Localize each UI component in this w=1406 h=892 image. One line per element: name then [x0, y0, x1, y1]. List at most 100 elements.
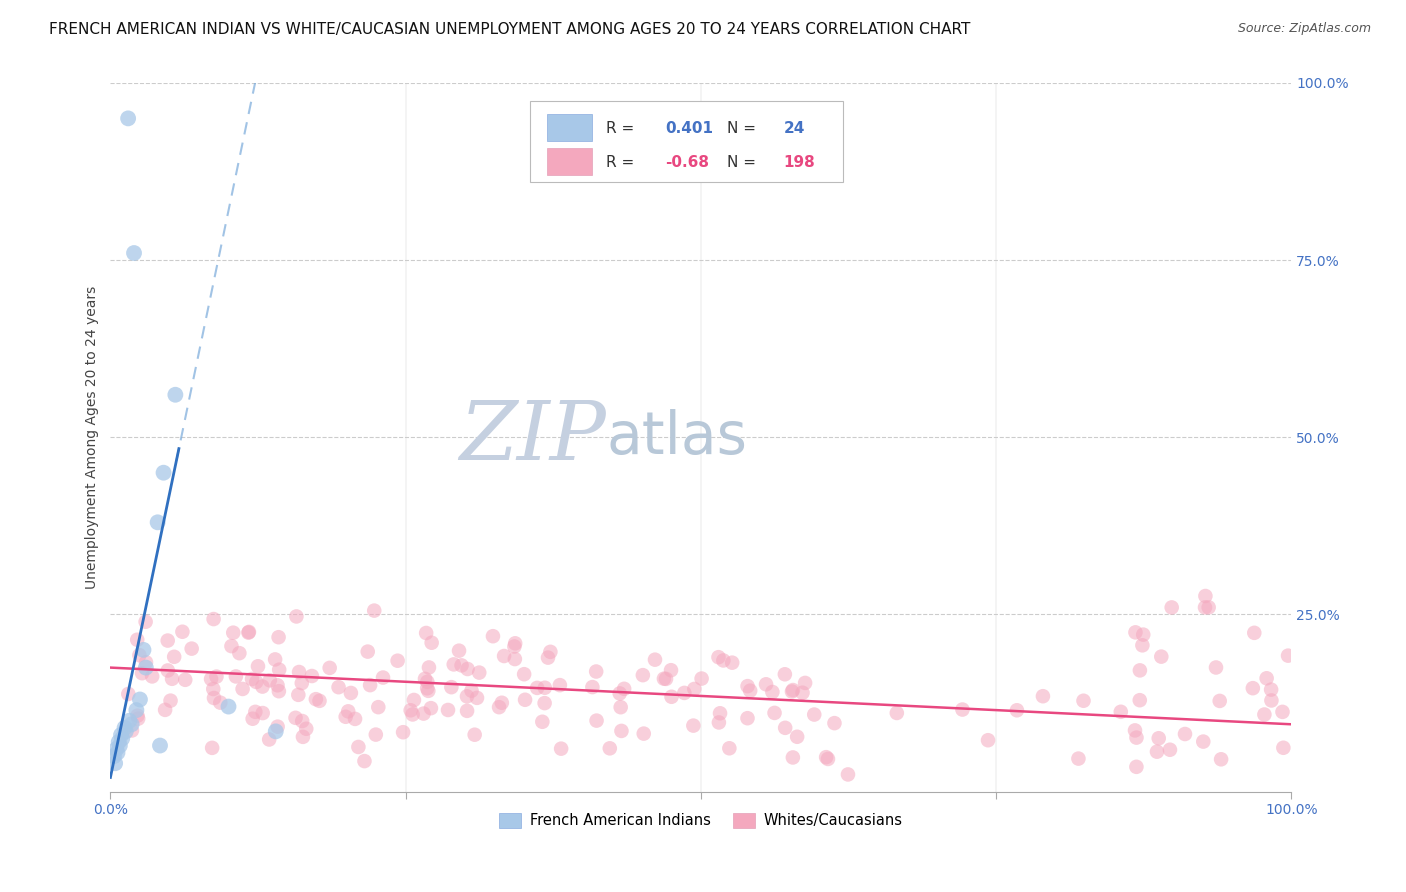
Point [737, 711, 759, 725]
Point [269, 663, 291, 677]
Point [364, 728, 387, 742]
Point [782, 683, 804, 698]
Point [1067, 751, 1090, 765]
Point [125, 703, 148, 717]
Text: 24: 24 [783, 120, 804, 136]
Point [437, 703, 460, 717]
Point [180, 641, 202, 656]
Text: atlas: atlas [606, 409, 748, 466]
Point [135, 655, 157, 669]
Point [794, 676, 817, 690]
Point [1073, 694, 1095, 708]
Point [132, 643, 155, 657]
Point [1192, 734, 1215, 748]
Text: R =: R = [606, 120, 640, 136]
Point [440, 680, 463, 694]
Point [1194, 589, 1216, 603]
Point [141, 669, 163, 683]
Point [1174, 727, 1197, 741]
Point [117, 112, 139, 126]
Point [740, 683, 762, 698]
Point [245, 705, 267, 719]
Point [786, 730, 808, 744]
Point [1132, 638, 1154, 652]
Text: FRENCH AMERICAN INDIAN VS WHITE/CAUCASIAN UNEMPLOYMENT AMONG AGES 20 TO 24 YEARS: FRENCH AMERICAN INDIAN VS WHITE/CAUCASIA… [49, 22, 970, 37]
Point [202, 691, 225, 706]
Point [301, 669, 323, 683]
Point [284, 711, 307, 725]
Point [661, 690, 683, 704]
Point [488, 700, 510, 714]
Point [1125, 731, 1147, 745]
Text: N =: N = [727, 154, 761, 169]
Point [111, 731, 134, 746]
Point [228, 646, 250, 660]
Point [122, 246, 145, 260]
Point [105, 742, 128, 756]
Point [815, 750, 838, 764]
Point [357, 645, 380, 659]
Point [655, 672, 678, 686]
Point [401, 707, 423, 722]
Point [416, 674, 439, 689]
Text: Source: ZipAtlas.com: Source: ZipAtlas.com [1237, 22, 1371, 36]
Point [1147, 731, 1170, 746]
Point [782, 750, 804, 764]
Point [159, 693, 181, 707]
Point [240, 672, 263, 686]
Point [447, 643, 470, 657]
Point [1272, 740, 1295, 755]
Point [291, 676, 314, 690]
Point [443, 657, 465, 672]
FancyBboxPatch shape [547, 114, 592, 141]
Point [222, 625, 245, 640]
Point [1205, 660, 1227, 674]
Point [149, 739, 172, 753]
Point [252, 680, 274, 694]
Point [267, 630, 290, 644]
Point [344, 712, 367, 726]
Legend: French American Indians, Whites/Caucasians: French American Indians, Whites/Caucasia… [494, 807, 908, 834]
Point [1198, 600, 1220, 615]
Point [652, 672, 675, 686]
FancyBboxPatch shape [530, 101, 842, 182]
Point [537, 650, 560, 665]
Point [209, 696, 232, 710]
Point [266, 720, 288, 734]
Point [156, 664, 179, 678]
Point [1209, 752, 1232, 766]
Point [108, 739, 131, 753]
Point [225, 669, 247, 683]
Point [1125, 625, 1147, 640]
Point [252, 706, 274, 720]
Point [1132, 627, 1154, 641]
Point [257, 732, 280, 747]
Point [690, 672, 713, 686]
Point [238, 625, 260, 640]
Point [482, 629, 505, 643]
Point [763, 706, 786, 720]
Point [709, 706, 731, 721]
Point [531, 714, 554, 729]
Point [295, 722, 318, 736]
Point [118, 714, 141, 728]
Point [711, 653, 734, 667]
Point [238, 624, 260, 639]
Point [172, 624, 194, 639]
Point [503, 640, 526, 654]
Text: R =: R = [606, 154, 640, 169]
Point [399, 703, 422, 717]
Point [104, 756, 127, 771]
Point [114, 724, 136, 739]
Point [585, 665, 607, 679]
Point [468, 665, 491, 680]
Point [491, 696, 513, 710]
Point [107, 735, 129, 749]
Point [245, 675, 267, 690]
Point [121, 717, 143, 731]
Point [450, 658, 472, 673]
Point [533, 696, 555, 710]
Point [103, 749, 125, 764]
Point [1243, 625, 1265, 640]
Point [659, 663, 682, 677]
